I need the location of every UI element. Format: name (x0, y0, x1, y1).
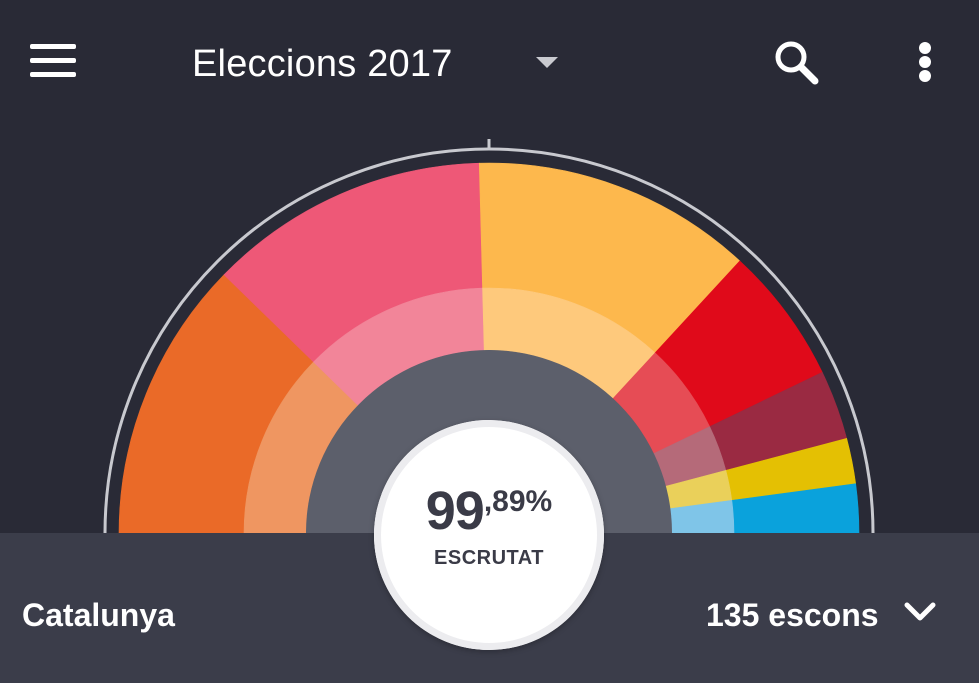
caret-down-icon[interactable] (536, 57, 558, 68)
more-vertical-icon[interactable] (910, 36, 940, 88)
scrutiny-badge: 99,89% ESCRUTAT (374, 420, 604, 650)
hemicycle-svg (103, 139, 875, 533)
parliament-hemicycle-chart (0, 130, 979, 533)
election-selector[interactable]: Eleccions 2017 (192, 40, 453, 88)
region-name[interactable]: Catalunya (22, 597, 175, 633)
scrutiny-label: ESCRUTAT (434, 547, 544, 569)
scrutiny-percent-integer: 99 (425, 481, 485, 541)
hamburger-menu-icon[interactable] (30, 44, 78, 78)
seat-count[interactable]: 135 escons (706, 597, 879, 633)
search-icon[interactable] (770, 36, 822, 88)
chevron-down-icon[interactable] (903, 599, 937, 625)
scrutiny-percent-decimal: ,89% (483, 485, 553, 518)
page-title: Eleccions 2017 (192, 42, 453, 85)
app-bar: Eleccions 2017 (0, 0, 979, 130)
scrutiny-percent: 99,89% (374, 480, 604, 542)
